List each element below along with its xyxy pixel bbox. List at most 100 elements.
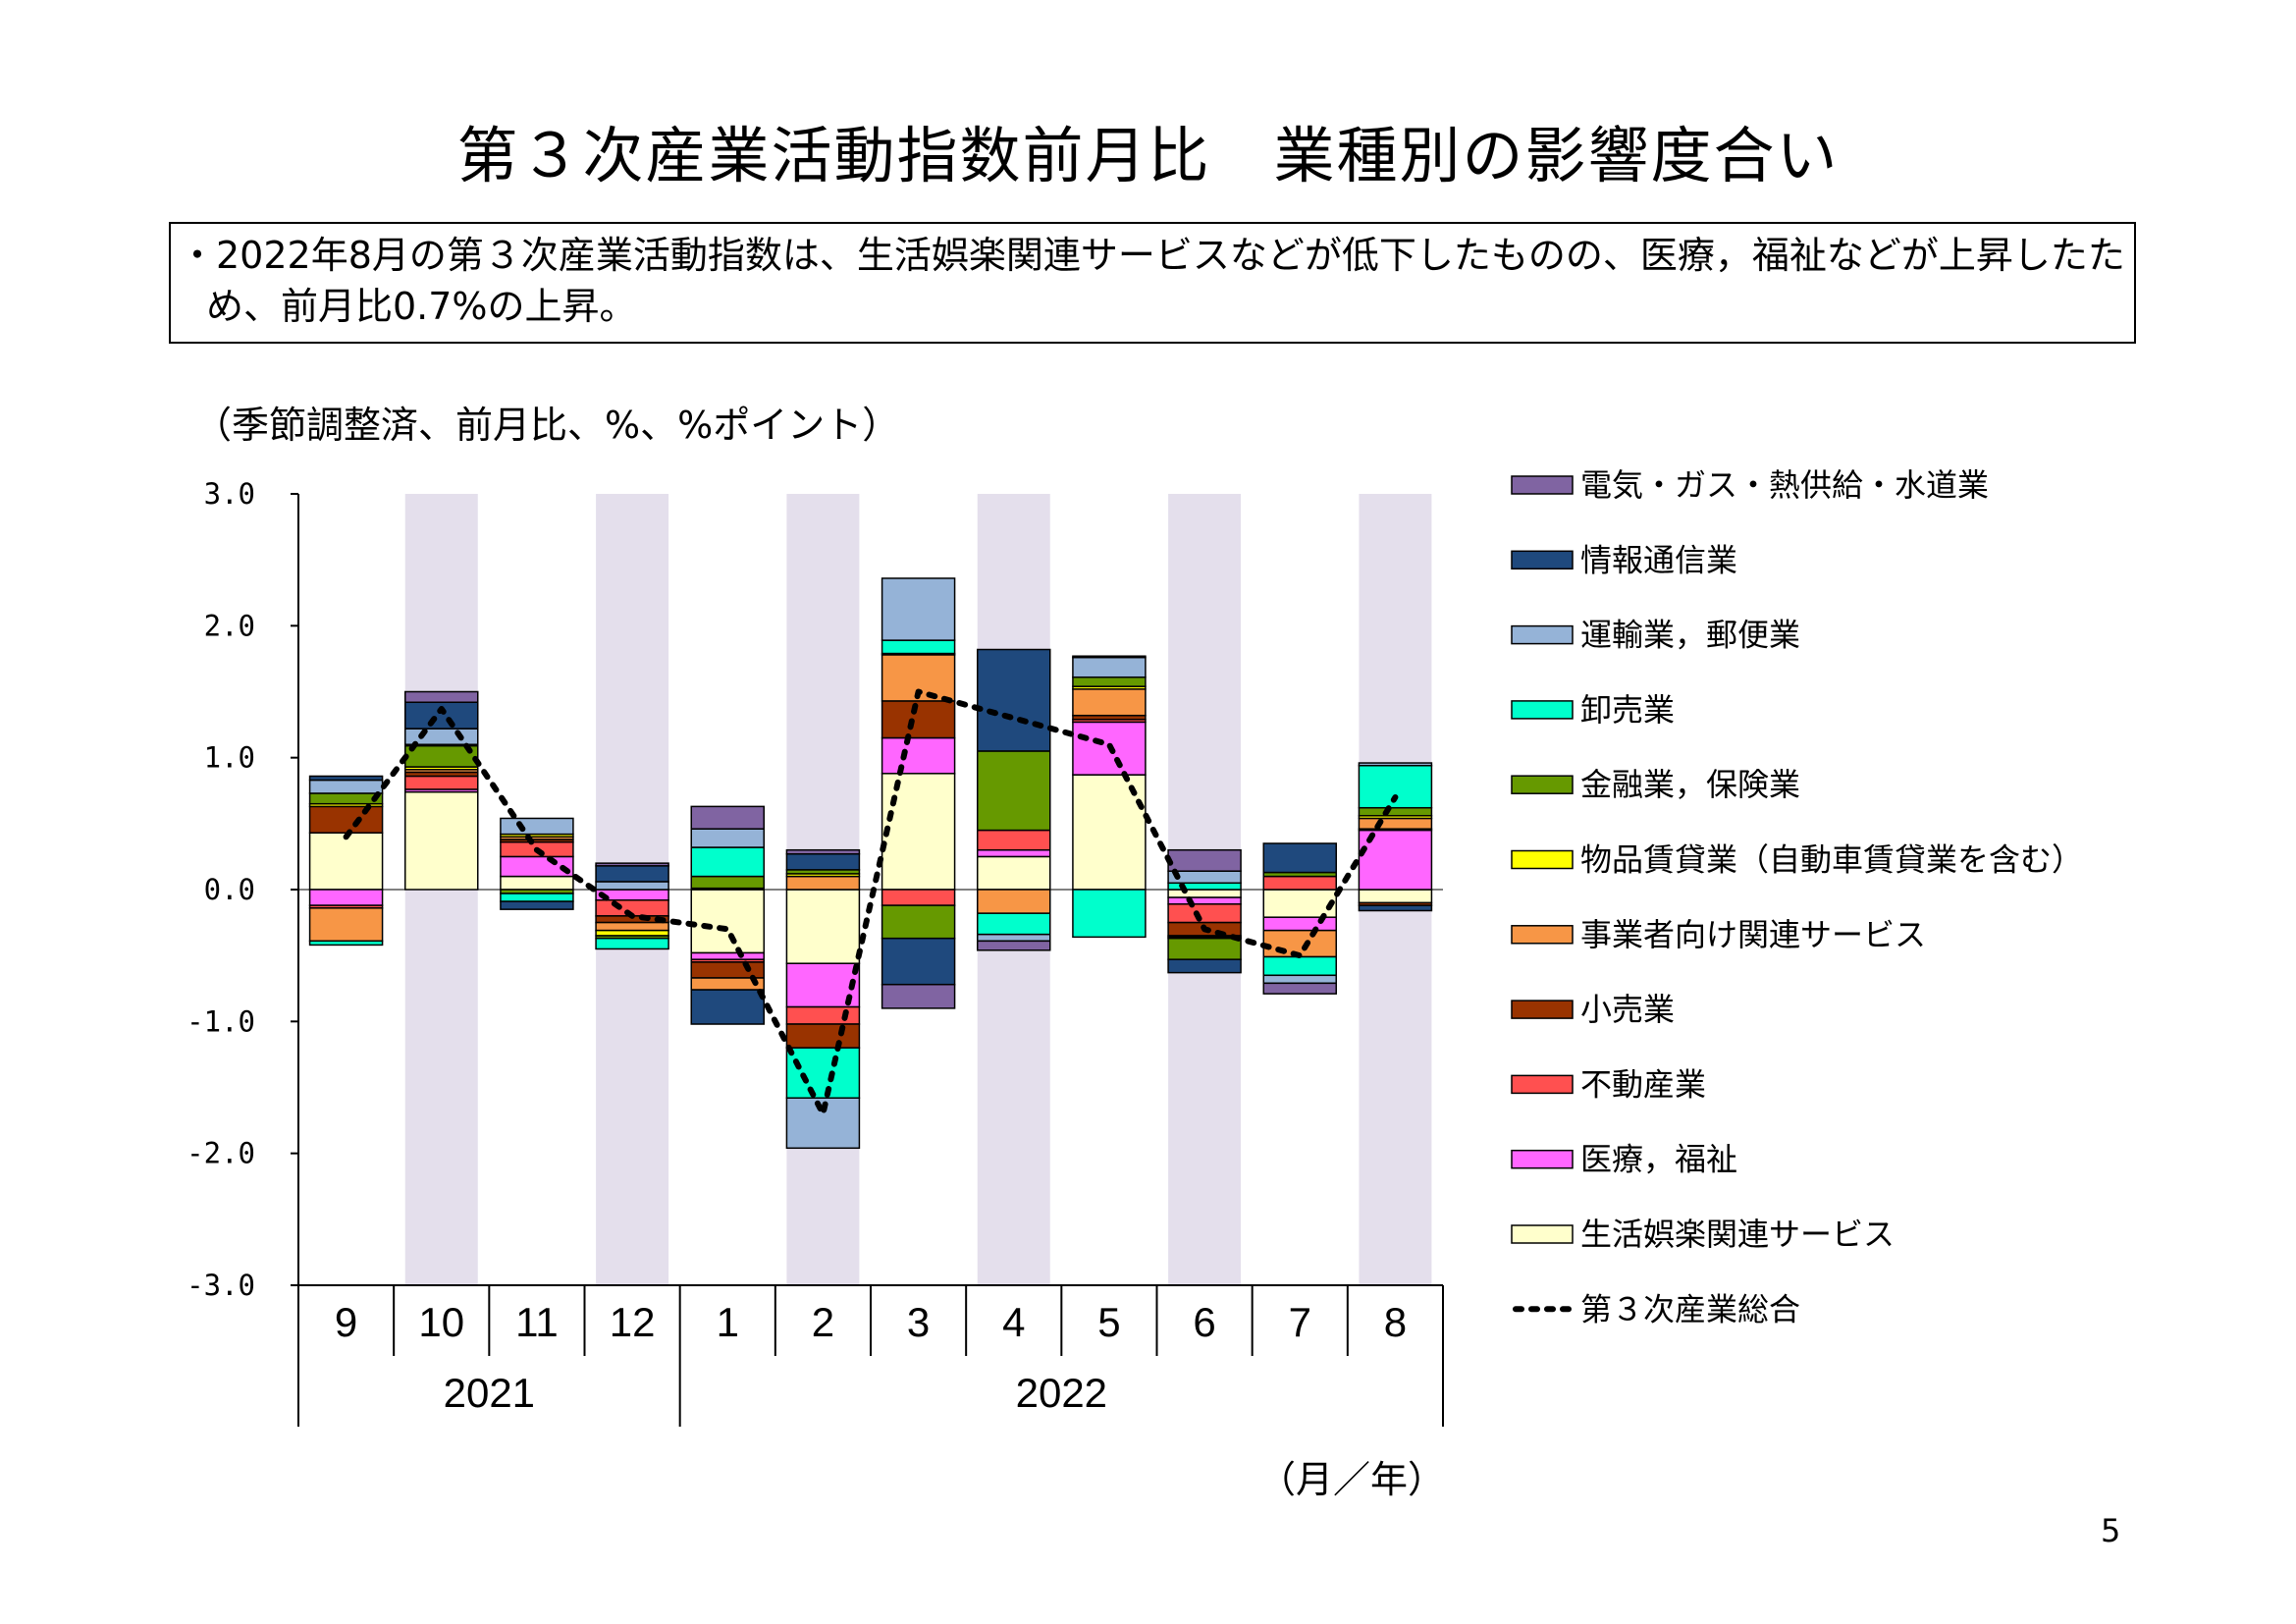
legend: 電気・ガス・熱供給・水道業情報通信業運輸業，郵便業卸売業金融業，保険業物品賃貸業… [1511, 466, 2083, 1327]
unit-note: （季節調整済、前月比、%、%ポイント） [194, 404, 900, 447]
bar-segment-10-2 [404, 775, 479, 790]
bar-segment-2-0 [785, 889, 861, 964]
bar-segment-3-6 [881, 904, 956, 940]
x-tick-label: 7 [1289, 1299, 1311, 1345]
axes [291, 493, 299, 1286]
bar-segment-1-7 [690, 846, 765, 878]
bar-segment-8-9 [1358, 904, 1433, 912]
bar-segment-9-4 [308, 907, 384, 943]
bar-segment-5-9 [1072, 655, 1147, 659]
bar-segment-7-8 [1262, 974, 1337, 985]
bar-segment-5-6 [1072, 676, 1147, 687]
bar-segment-12-5 [595, 929, 669, 937]
x-tick-label: 4 [1002, 1299, 1025, 1345]
bar-segment-8-6 [1358, 806, 1433, 817]
bar-segment-4-6 [977, 750, 1051, 832]
legend-swatch [1511, 775, 1574, 794]
bar-segment-3-2 [881, 889, 956, 906]
year-label: 2021 [444, 1370, 535, 1416]
legend-swatch [1511, 624, 1574, 645]
x-tick-label: 8 [1384, 1299, 1407, 1345]
bar-segment-6-6 [1167, 937, 1242, 960]
bar-segment-9-1 [308, 889, 384, 906]
bar-segment-3-4 [881, 654, 956, 702]
bar-segment-7-10 [1262, 982, 1337, 995]
bar-segment-1-9 [690, 989, 765, 1025]
legend-label: 生活娯楽関連サービス [1580, 1216, 1895, 1253]
legend-swatch [1511, 1074, 1574, 1095]
bar-segment-5-4 [1072, 688, 1147, 717]
legend-swatch [1511, 1224, 1574, 1244]
bar-segment-10-0 [404, 790, 479, 891]
bar-segment-4-1 [977, 848, 1051, 858]
legend-label: 事業者向け関連サービス [1580, 916, 1926, 953]
bar-segment-2-3 [785, 1023, 861, 1049]
bar-segment-7-7 [1262, 955, 1337, 977]
bar-segment-2-9 [785, 852, 861, 871]
bar-segment-12-10 [595, 862, 669, 867]
bar-segment-5-8 [1072, 656, 1147, 678]
bar-segment-4-4 [977, 889, 1051, 914]
bar-segment-4-10 [977, 940, 1051, 951]
bar-segment-6-2 [1167, 903, 1242, 924]
y-tick-label: -1.0 [187, 1004, 255, 1038]
bar-segment-6-7 [1167, 882, 1242, 891]
y-tick-label: 3.0 [204, 477, 255, 511]
bar-segment-5-7 [1072, 889, 1147, 939]
bar-segment-12-9 [595, 865, 669, 883]
bar-segment-6-1 [1167, 896, 1242, 905]
bar-segment-12-8 [595, 881, 669, 891]
x-tick-label: 12 [610, 1299, 656, 1345]
legend-label: 金融業，保険業 [1580, 766, 1800, 803]
bar-segment-4-0 [977, 855, 1051, 891]
bar-segment-3-7 [881, 639, 956, 655]
y-tick-label: 0.0 [204, 873, 255, 906]
y-tick-labels: 3.0 2.0 1.0 0.0 -1.0 -2.0 -3.0 [187, 477, 255, 1302]
bar-segment-11-7 [500, 893, 574, 902]
x-tick-label: 6 [1193, 1299, 1215, 1345]
legend-label: 第３次産業総合 [1580, 1290, 1800, 1327]
bar-segment-11-8 [500, 817, 574, 836]
page-number: 5 [2101, 1512, 2121, 1549]
bar-segment-3-10 [881, 983, 956, 1009]
legend-swatch [1511, 1000, 1574, 1019]
bar-segment-11-9 [500, 900, 574, 910]
summary-box: ・2022年8月の第３次産業活動指数は、生活娯楽関連サービスなどが低下したものの… [169, 222, 2136, 344]
bar-segment-7-0 [1262, 889, 1337, 918]
bar-segment-12-7 [595, 937, 669, 950]
legend-swatch [1511, 925, 1574, 945]
period-unit-label: （月／年） [1258, 1458, 1446, 1501]
y-tick-label: 1.0 [204, 741, 255, 775]
x-tick-label: 5 [1097, 1299, 1120, 1345]
bar-segment-8-4 [1358, 817, 1433, 830]
x-tick-label: 1 [717, 1299, 739, 1345]
bar-segment-9-0 [308, 832, 384, 891]
x-tick-label: 11 [515, 1299, 559, 1345]
legend-swatch [1511, 849, 1574, 870]
bar-segment-3-9 [881, 937, 956, 986]
bar-segment-1-6 [690, 875, 765, 890]
bar-segment-7-4 [1262, 929, 1337, 958]
legend-swatch [1511, 550, 1574, 570]
bar-segment-3-3 [881, 700, 956, 739]
bar-segment-10-10 [404, 690, 479, 703]
total-line-layer [343, 688, 1399, 1117]
bar-segment-4-8 [977, 933, 1051, 943]
bar-segment-1-0 [690, 889, 765, 954]
legend-swatch [1511, 1149, 1574, 1169]
legend-swatch [1511, 475, 1574, 495]
page-title: 第３次産業活動指数前月比 業種別の影響度合い [456, 120, 1840, 191]
legend-swatch [1511, 700, 1574, 720]
bar-segment-9-9 [308, 775, 384, 782]
bar-segment-6-9 [1167, 958, 1242, 974]
bar-segment-7-1 [1262, 916, 1337, 932]
bar-segment-3-0 [881, 773, 956, 891]
bar-segment-7-9 [1262, 842, 1337, 874]
legend-label: 物品賃貸業（自動車賃貸業を含む） [1580, 841, 2083, 879]
y-tick-label: 2.0 [204, 609, 255, 642]
bar-segment-3-1 [881, 736, 956, 775]
bar-segment-3-8 [881, 577, 956, 641]
legend-label: 電気・ガス・熱供給・水道業 [1580, 466, 1989, 504]
